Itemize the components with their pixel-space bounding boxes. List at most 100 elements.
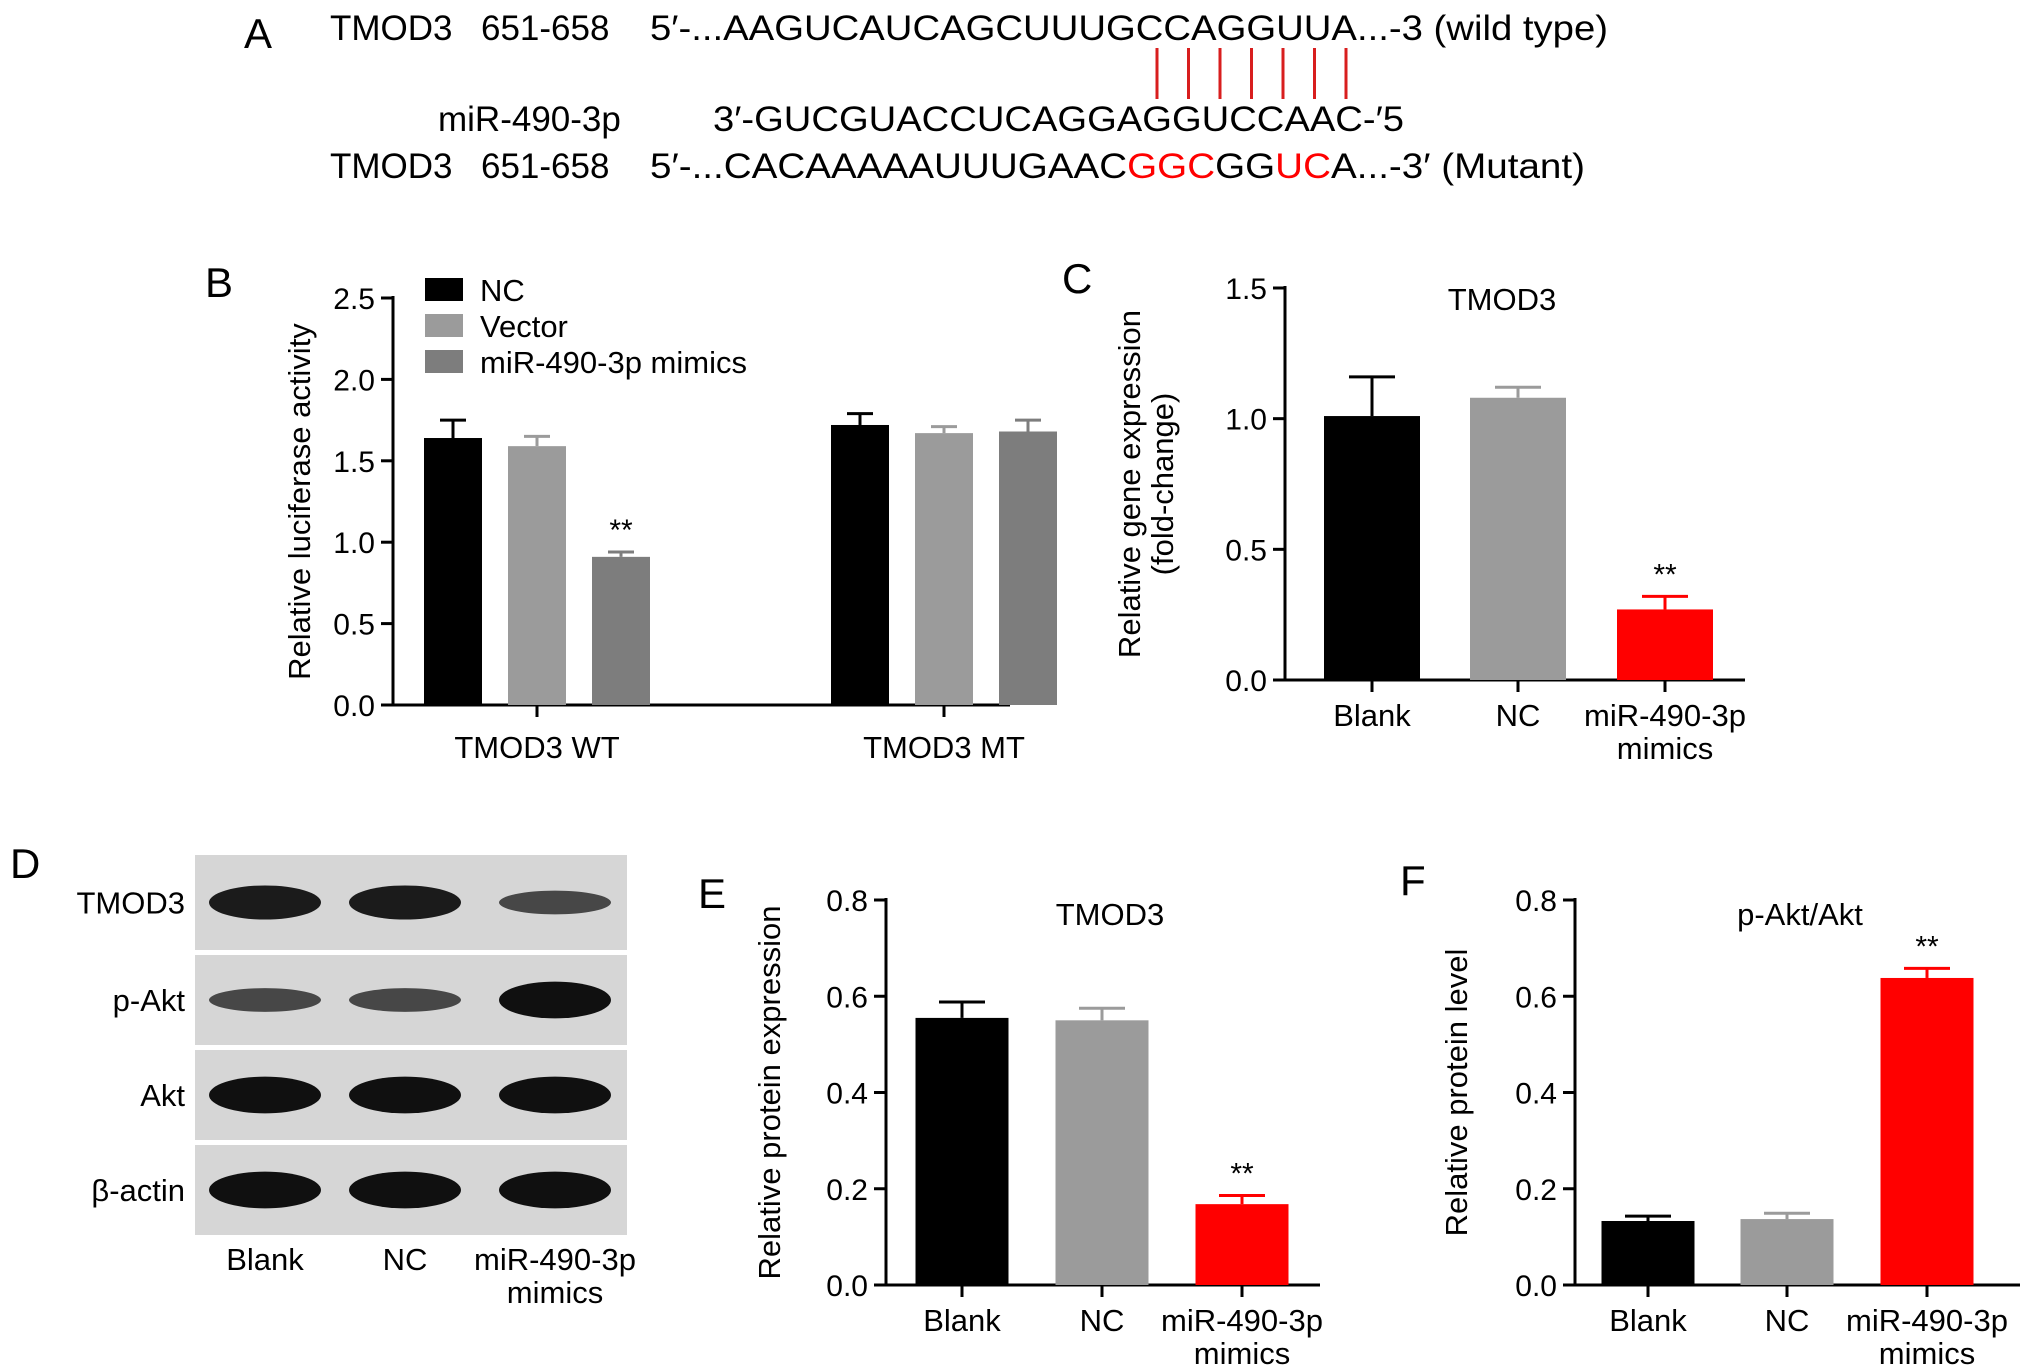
y-tick-label: 0.4 [826,1078,868,1111]
bar [915,1017,1009,1285]
panel-letter-d: D [10,840,40,887]
x-tick-label: TMOD3 WT [454,730,619,765]
blot-row-label: TMOD3 [77,886,186,921]
y-tick-label: 0.6 [826,981,868,1014]
bar [1740,1219,1834,1285]
blot-lane-label: Blank [226,1242,304,1277]
significance-marker: ** [609,514,633,547]
mut-pos: 651-658 [481,147,609,186]
y-tick-label: 0.5 [1225,534,1267,567]
y-tick-label: 0.0 [1515,1270,1557,1303]
bar [1880,977,1974,1285]
mut-seq-3: GG [1215,147,1275,186]
bar [592,556,650,705]
panel-letter-a: A [244,10,272,57]
bar [1195,1204,1289,1285]
legend-swatch [425,278,463,301]
blot-band [349,1076,461,1114]
x-tick-label: miR-490-3p [1846,1303,2008,1338]
y-axis-label: Relative protein level [1439,949,1474,1237]
blot-band [349,885,461,920]
blot-row-label: β-actin [91,1173,185,1208]
panel-a: A TMOD3 651-658 5′-... AAGUCAUCAGCUUUGCCA… [244,9,1608,186]
x-tick-label: NC [1080,1303,1125,1338]
significance-marker: ** [1230,1157,1254,1190]
chart-e: 0.0 0.2 0.4 0.6 0.8 Relative protein expressi… [752,885,1323,1371]
panel-letter-f: F [1400,857,1426,904]
mir-name: miR-490-3p [438,100,621,139]
mir-sequence: 3′-GUCGUACCUCAGGAGGUCCAAC-′5 [713,100,1404,139]
chart-c: 0.0 0.5 1.0 1.5 Relative gene expression(fol… [1112,273,1746,766]
chart-title: p-Akt/Akt [1737,897,1863,932]
y-tick-label: 0.4 [1515,1078,1557,1111]
panel-letter-e: E [698,870,726,917]
blot-band [499,1171,611,1209]
blot-lane-label: NC [383,1242,428,1277]
legend-swatch [425,314,463,337]
y-axis-label: Relative protein expression [752,906,787,1280]
blot-band [209,988,321,1012]
x-tick-label: mimics [1879,1336,1975,1371]
wt-prefix: 5′-... [650,9,723,48]
blot-band [209,885,321,920]
y-tick-label: 0.6 [1515,981,1557,1014]
y-axis-label: Relative gene expression [1112,310,1147,658]
panel-letter-b: B [205,259,233,306]
wt-pos: 651-658 [481,9,609,48]
legend-label: NC [480,273,525,308]
significance-marker: ** [1653,558,1677,591]
x-tick-label: Blank [1333,698,1411,733]
y-tick-label: 0.5 [333,609,375,642]
blot-band [499,1076,611,1114]
blot-row-label: Akt [140,1078,185,1113]
x-tick-label: TMOD3 MT [863,730,1025,765]
blot-band [349,1171,461,1209]
blot-band [499,981,611,1019]
panel-d: D TMOD3 p-Akt Akt β-actin Blank NC miR-490-3pm… [10,840,636,1310]
mut-seq-5: A [1331,147,1357,186]
western-blot: TMOD3 p-Akt Akt β-actin Blank NC miR-490-3pmim… [77,855,636,1310]
bar [831,424,889,705]
wt-seq: AAGUCAUCAGCUUUGCCAGGUUA [723,9,1358,48]
mut-seq-4: UC [1275,147,1331,186]
blot-lane-label: mimics [507,1275,603,1310]
y-axis-label: Relative luciferase activity [282,323,317,680]
mut-seq-2: GGC [1127,147,1215,186]
panel-c: C 0.0 0.5 1.0 1.5 Relative gene expression(f… [1062,255,1746,766]
wt-suffix: ...-3 (wild type) [1357,9,1608,48]
base-pair-lines [1155,48,1348,99]
bar [1617,609,1713,680]
x-tick-label: Blank [1609,1303,1687,1338]
legend-label: miR-490-3p mimics [480,345,747,380]
chart-b: 0.0 0.5 1.0 1.5 2.0 2.5 Relative luciferase ac… [282,273,1057,765]
x-tick-label: miR-490-3p [1161,1303,1323,1338]
y-tick-label: 1.5 [1225,273,1267,306]
y-tick-label: 2.0 [333,364,375,397]
bar [1470,397,1566,680]
y-tick-label: 0.2 [826,1174,868,1207]
wt-sequence: 5′-... AAGUCAUCAGCUUUGCCAGGUUA ...-3 (wild… [650,9,1608,48]
mut-prefix: 5′-... [650,147,724,186]
blot-row-label: p-Akt [113,983,186,1018]
y-tick-label: 0.8 [826,885,868,918]
y-tick-label: 0.0 [333,690,375,723]
panel-f: F 0.0 0.2 0.4 0.6 0.8 Relative protein level p… [1400,857,2020,1371]
bar [915,433,973,705]
x-tick-label: mimics [1617,731,1713,766]
y-tick-label: 0.2 [1515,1174,1557,1207]
y-axis-label: (fold-change) [1145,393,1180,576]
bar [508,446,566,705]
y-tick-label: 1.0 [333,527,375,560]
y-tick-label: 1.5 [333,446,375,479]
bar [1324,416,1420,680]
mut-seq-1: CACAAAAAUUUGAAC [724,147,1127,186]
legend-swatch [425,350,463,373]
x-tick-label: NC [1496,698,1541,733]
mut-sequence: 5′-... CACAAAAAUUUGAAC GGC GG UC A...-3′ (Mut… [650,147,1585,186]
x-tick-label: mimics [1194,1336,1290,1371]
y-tick-label: 1.0 [1225,404,1267,437]
y-tick-label: 0.8 [1515,885,1557,918]
x-tick-label: NC [1765,1303,1810,1338]
blot-band [209,1171,321,1209]
